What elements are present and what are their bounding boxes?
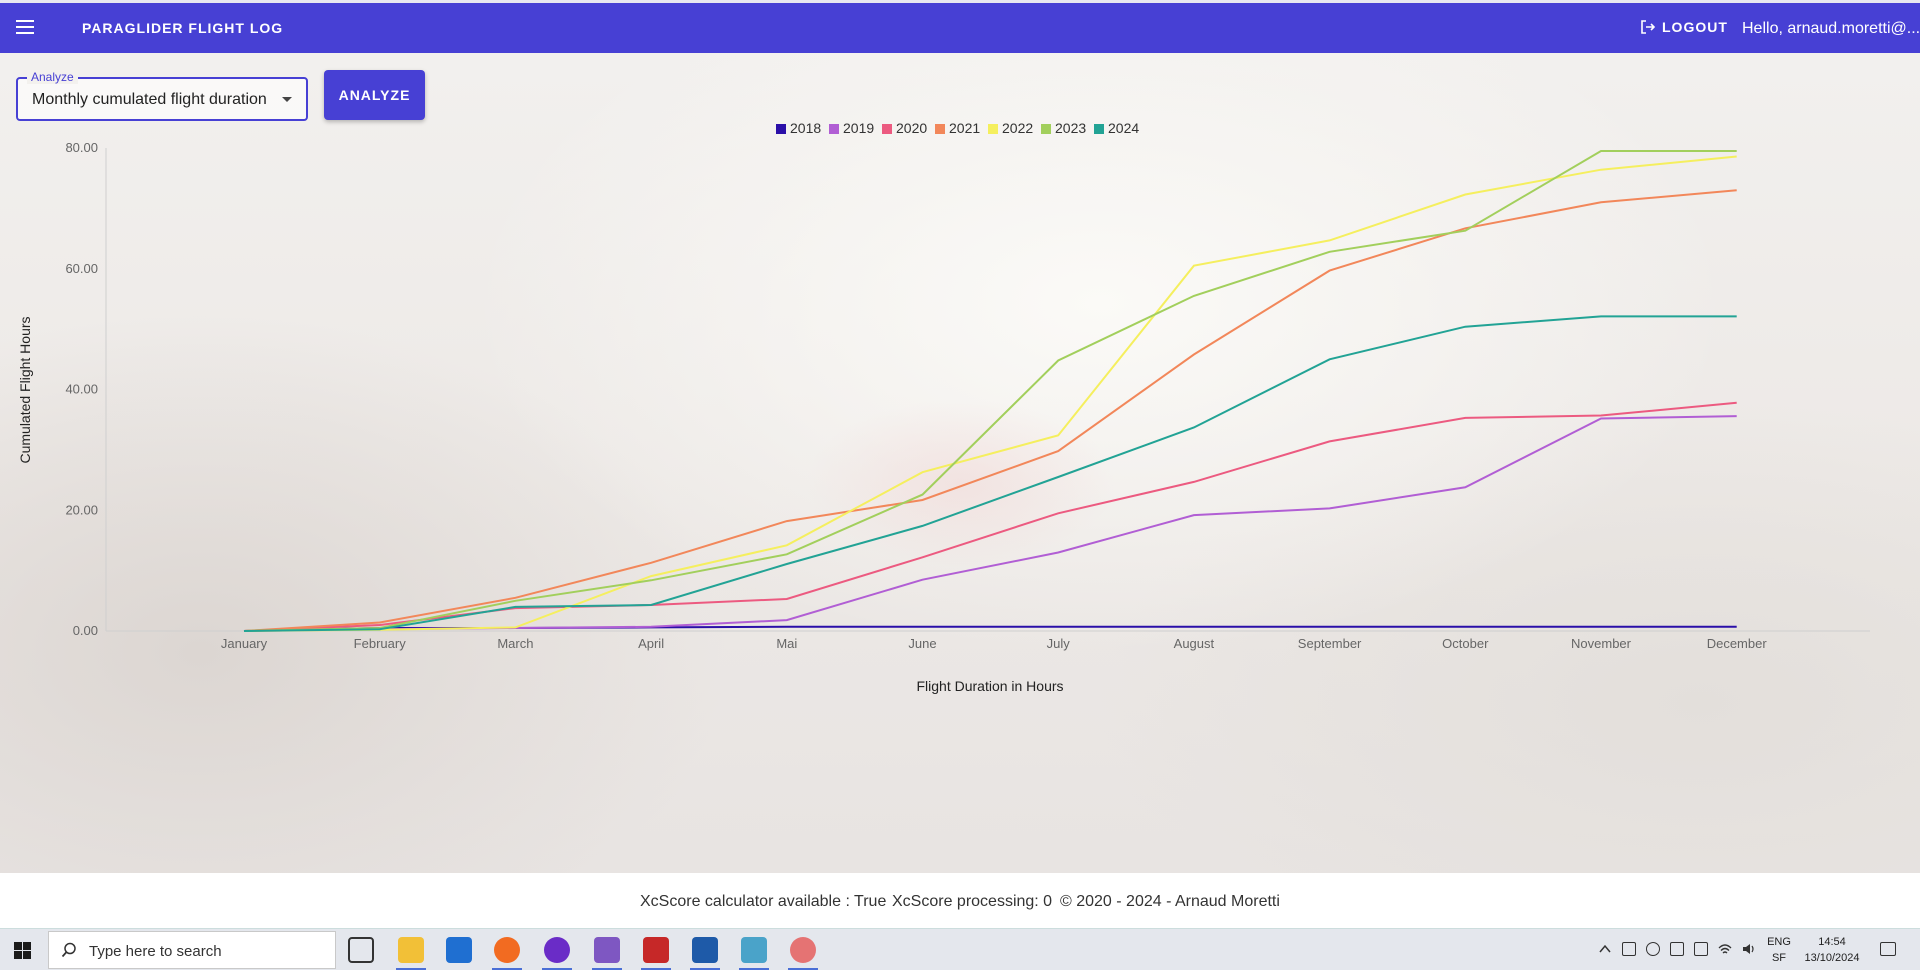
legend-swatch-2020 xyxy=(882,124,892,134)
clock[interactable]: 14:54 13/10/2024 xyxy=(1800,934,1864,966)
legend-swatch-2022 xyxy=(988,124,998,134)
x-tick-label: July xyxy=(1047,636,1071,651)
show-hidden-icons-chevron-icon[interactable] xyxy=(1598,942,1612,956)
series-line-2021 xyxy=(243,189,1737,632)
legend-swatch-2023 xyxy=(1041,124,1051,134)
legend-swatch-2019 xyxy=(829,124,839,134)
search-icon xyxy=(61,942,76,958)
legend-label-2018: 2018 xyxy=(790,120,821,136)
x-axis-title: Flight Duration in Hours xyxy=(916,678,1063,694)
legend-label-2020: 2020 xyxy=(896,120,927,136)
legend-label-2024: 2024 xyxy=(1108,120,1139,136)
legend-swatch-2018 xyxy=(776,124,786,134)
analyze-button[interactable]: ANALYZE xyxy=(324,70,425,120)
powershell-icon[interactable] xyxy=(692,937,718,963)
xcscore-calculator-status: XcScore calculator available : True xyxy=(640,893,887,910)
analyze-select-value: Monthly cumulated flight duration xyxy=(32,91,267,108)
x-tick-label: February xyxy=(354,636,407,651)
wifi-icon[interactable] xyxy=(1718,942,1732,956)
x-tick-label: Mai xyxy=(776,636,797,651)
y-tick-label: 80.00 xyxy=(65,140,98,155)
x-tick-label: June xyxy=(908,636,936,651)
series-line-2020 xyxy=(243,401,1737,632)
app-icon-red[interactable] xyxy=(790,937,816,963)
tray-icon-2[interactable] xyxy=(1694,942,1708,956)
y-tick-label: 0.00 xyxy=(73,623,98,638)
series-line-2022 xyxy=(243,155,1737,632)
input-language[interactable]: ENG SF xyxy=(1764,934,1794,966)
legend-label-2023: 2023 xyxy=(1055,120,1086,136)
cloud-icon[interactable] xyxy=(1646,942,1660,956)
input-language-layout: SF xyxy=(1771,952,1787,964)
legend-swatch-2021 xyxy=(935,124,945,134)
app-icon-blue[interactable] xyxy=(741,937,767,963)
taskbar-search-placeholder: Type here to search xyxy=(89,943,222,960)
app-icon-purple[interactable] xyxy=(544,937,570,963)
user-greeting[interactable]: Hello, arnaud.moretti@... xyxy=(1742,20,1920,37)
legend-swatch-2024 xyxy=(1094,124,1104,134)
battery-icon[interactable] xyxy=(1670,942,1684,956)
x-tick-label: September xyxy=(1298,636,1362,651)
notifications-icon[interactable] xyxy=(1880,942,1896,956)
y-tick-label: 20.00 xyxy=(65,502,98,517)
xcscore-processing-status: XcScore processing: 0 xyxy=(892,893,1053,910)
x-tick-label: August xyxy=(1174,636,1215,651)
x-tick-label: March xyxy=(497,636,533,651)
dropdown-arrow-icon xyxy=(282,97,292,102)
y-axis-title: Cumulated Flight Hours xyxy=(17,316,33,463)
x-tick-label: October xyxy=(1442,636,1489,651)
clock-date: 13/10/2024 xyxy=(1804,952,1860,964)
series-line-2023 xyxy=(243,150,1737,632)
logout-button[interactable]: LOGOUT xyxy=(1640,19,1728,35)
visual-studio-icon[interactable] xyxy=(594,937,620,963)
volume-icon[interactable] xyxy=(1742,942,1756,956)
y-tick-label: 60.00 xyxy=(65,261,98,276)
x-tick-label: April xyxy=(638,636,664,651)
legend-label-2021: 2021 xyxy=(949,120,980,136)
logout-icon xyxy=(1641,20,1656,34)
windows-start-icon[interactable] xyxy=(14,942,31,959)
y-tick-label: 40.00 xyxy=(65,382,98,397)
x-tick-label: November xyxy=(1571,636,1632,651)
footer: XcScore calculator available : True XcSc… xyxy=(0,873,1920,928)
microsoft-store-icon[interactable] xyxy=(446,937,472,963)
analyze-select[interactable]: Analyze Monthly cumulated flight duratio… xyxy=(16,70,308,121)
series-line-2019 xyxy=(243,415,1737,632)
hamburger-menu-icon[interactable] xyxy=(16,20,34,34)
app-bar: PARAGLIDER FLIGHT LOG LOGOUT Hello, arna… xyxy=(0,0,1920,53)
series-line-2024 xyxy=(243,315,1737,632)
app-title[interactable]: PARAGLIDER FLIGHT LOG xyxy=(82,20,284,36)
task-view-icon[interactable] xyxy=(348,937,374,963)
logout-label: LOGOUT xyxy=(1662,19,1728,35)
taskbar-search-box[interactable]: Type here to search xyxy=(48,931,336,969)
taskbar: Type here to search ENG SF 14:54 13/10/2… xyxy=(0,928,1920,970)
firefox-icon[interactable] xyxy=(494,937,520,963)
copyright: © 2020 - 2024 - Arnaud Moretti xyxy=(1060,893,1280,910)
file-explorer-icon[interactable] xyxy=(398,937,424,963)
legend-label-2019: 2019 xyxy=(843,120,874,136)
clock-time: 14:54 xyxy=(1818,936,1846,948)
flight-duration-chart: 0.00 20.00 40.00 60.00 80.00 January February M… xyxy=(17,120,1870,694)
filezilla-icon[interactable] xyxy=(643,937,669,963)
analyze-select-label: Analyze xyxy=(27,70,78,84)
x-tick-label: January xyxy=(221,636,268,651)
input-language-code: ENG xyxy=(1767,936,1791,948)
x-tick-label: December xyxy=(1707,636,1768,651)
legend-label-2022: 2022 xyxy=(1002,120,1033,136)
tray-icon-1[interactable] xyxy=(1622,942,1636,956)
